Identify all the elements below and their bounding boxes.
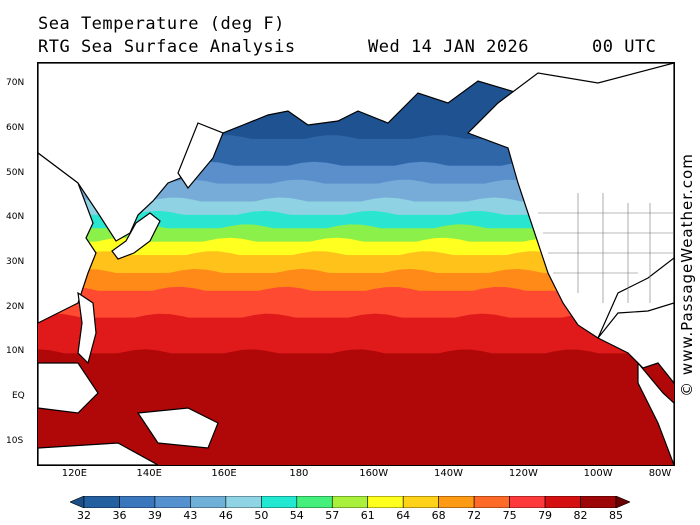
lat-tick-label: 10N <box>6 346 25 357</box>
state-borders <box>538 193 674 303</box>
sst-band-edge <box>38 286 674 297</box>
colorbar-tick-label: 39 <box>147 509 162 522</box>
sst-band-edge <box>38 210 674 221</box>
colorbar-tick-label: 36 <box>112 509 127 522</box>
colorbar-tick-label: 79 <box>538 509 553 522</box>
lon-tick-label: 80W <box>648 468 672 479</box>
lon-tick-label: 180 <box>289 468 309 479</box>
colorbar-swatch <box>190 496 227 508</box>
land-japan <box>111 212 161 260</box>
colorbar-swatch <box>225 496 262 508</box>
sst-band-edge <box>38 179 674 190</box>
colorbar-min-arrow <box>70 496 85 508</box>
valid-time: 00 UTC <box>592 37 657 57</box>
land-australia <box>38 442 159 465</box>
lon-tick-label: 160W <box>359 468 389 479</box>
sst-band-edge <box>38 349 674 360</box>
colorbar-swatch <box>580 496 617 508</box>
sst-band-edge <box>38 224 674 235</box>
colorbar-swatch <box>296 496 333 508</box>
credit-text: © www.PassageWeather.com <box>676 150 698 400</box>
chart-title: Sea Temperature (deg F) <box>38 14 285 34</box>
colorbar-tick-label: 85 <box>609 509 623 522</box>
colorbar-swatch <box>509 496 546 508</box>
sst-band-edge <box>38 313 674 324</box>
colorbar-tick-label: 32 <box>77 509 91 522</box>
colorbar-tick-label: 68 <box>431 509 446 522</box>
sst-band <box>38 317 674 355</box>
colorbar-tick-label: 54 <box>289 509 304 522</box>
colorbar-swatch <box>331 496 369 508</box>
lat-tick-label: 20N <box>6 301 25 312</box>
lat-tick-label: 10S <box>6 435 24 446</box>
colorbar-swatch <box>119 496 156 508</box>
lat-tick-label: 40N <box>6 212 25 223</box>
lon-tick-label: 120W <box>508 468 538 479</box>
colorbar-max-arrow <box>615 496 630 508</box>
chart-subtitle: RTG Sea Surface Analysis <box>38 37 296 57</box>
credit-label: © www.PassageWeather.com <box>678 153 696 397</box>
lat-tick-label: EQ <box>12 391 25 401</box>
lat-tick-label: 50N <box>6 167 25 178</box>
colorbar-swatch <box>544 496 581 508</box>
sst-band-edge <box>38 237 674 248</box>
colorbar-tick-label: 82 <box>573 509 588 522</box>
lon-tick-label: 140E <box>136 468 162 479</box>
lon-tick-label: 160E <box>211 468 237 479</box>
colorbar-swatch <box>438 496 475 508</box>
colorbar-tick-label: 57 <box>325 509 340 522</box>
land-mexico <box>597 257 674 339</box>
lon-tick-label: 140W <box>434 468 464 479</box>
colorbar-swatch <box>154 496 191 508</box>
colorbar-swatch <box>261 496 298 508</box>
land-central-america <box>637 361 674 465</box>
lon-tick-label: 100W <box>583 468 613 479</box>
colorbar-tick-label: 46 <box>218 509 233 522</box>
sst-band-edge <box>38 251 674 262</box>
lat-tick-label: 30N <box>6 257 25 267</box>
land-kamchatka <box>177 122 224 190</box>
colorbar-swatch <box>402 496 439 508</box>
land-philippines <box>77 291 97 365</box>
colorbar-tick-label: 50 <box>254 509 269 522</box>
colorbar-swatch <box>367 496 404 508</box>
sst-band-edge <box>38 197 674 208</box>
colorbar-tick-label: 75 <box>502 509 517 522</box>
colorbar <box>70 496 630 508</box>
land-asia <box>38 152 97 324</box>
colorbar-tick-label: 43 <box>183 509 198 522</box>
land-borneo <box>38 362 99 414</box>
sst-band <box>38 228 674 243</box>
valid-date: Wed 14 JAN 2026 <box>368 37 530 57</box>
colorbar-tick-label: 72 <box>467 509 482 522</box>
colorbar-swatch <box>473 496 510 508</box>
land-masses <box>38 63 674 465</box>
sst-map <box>37 62 675 466</box>
lat-tick-label: 60N <box>6 123 25 133</box>
sst-band-edge <box>38 268 674 279</box>
colorbar-tick-label: 61 <box>360 509 375 522</box>
sst-band <box>38 353 674 465</box>
lon-tick-label: 120E <box>61 468 88 479</box>
land-newguinea <box>136 407 219 449</box>
colorbar-tick-label: 64 <box>396 509 411 522</box>
colorbar-swatch <box>83 496 120 508</box>
lat-tick-label: 70N <box>6 78 25 89</box>
